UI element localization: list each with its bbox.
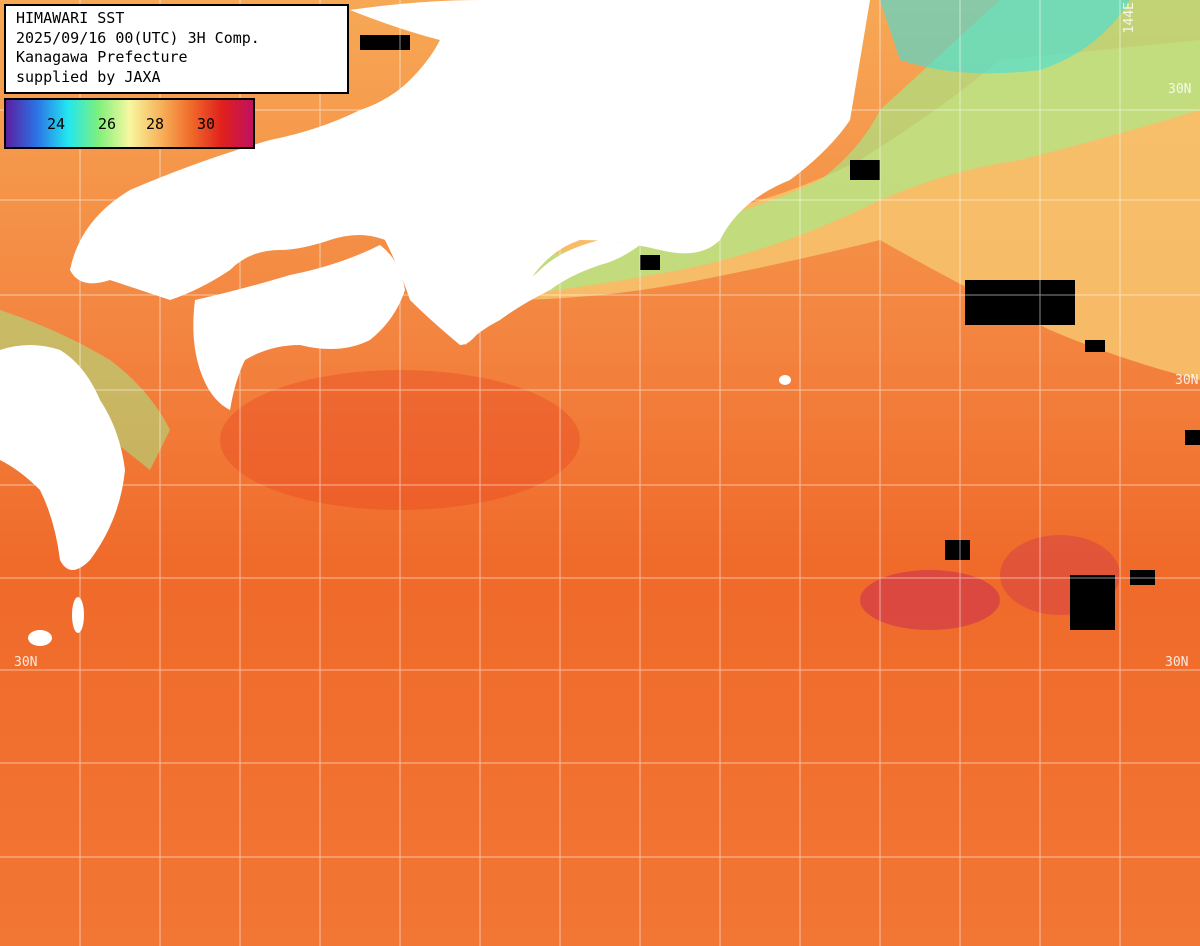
title-line-prefecture: Kanagawa Prefecture bbox=[16, 48, 188, 66]
color-scale-legend: 24 26 28 30 bbox=[4, 98, 255, 149]
lon-label-top-1: 14E bbox=[484, 6, 499, 30]
land bbox=[0, 0, 870, 646]
lat-label-30n-upper-right: 30N bbox=[1168, 82, 1192, 97]
warm-patch bbox=[860, 570, 1000, 630]
lat-label-30n-mid-right: 30N bbox=[1175, 373, 1199, 388]
land-kii bbox=[460, 240, 640, 345]
cool-water-coast bbox=[500, 0, 1200, 295]
title-line-product: HIMAWARI SST bbox=[16, 9, 125, 27]
legend-tick: 28 bbox=[146, 115, 165, 133]
land-island bbox=[779, 375, 791, 385]
land-island bbox=[28, 630, 52, 646]
land-island bbox=[72, 597, 84, 633]
land-shikoku bbox=[193, 245, 405, 410]
title-line-datetime: 2025/09/16 00(UTC) 3H Comp. bbox=[16, 28, 260, 47]
title-line-supplier: supplied by JAXA bbox=[16, 67, 161, 86]
legend-tick: 26 bbox=[98, 115, 117, 133]
lat-label-30n-right: 30N bbox=[1165, 655, 1189, 670]
land-kyushu bbox=[0, 345, 125, 570]
title-box: HIMAWARI SST 2025/09/16 00(UTC) 3H Comp.… bbox=[4, 4, 349, 94]
land-honshu bbox=[70, 0, 870, 345]
cyan-patch-top bbox=[880, 0, 1130, 74]
legend-tick: 30 bbox=[197, 115, 216, 133]
lon-label-top-2: 144E bbox=[1122, 2, 1137, 34]
lat-label-30n-left: 30N bbox=[14, 655, 38, 670]
legend-tick: 24 bbox=[47, 115, 66, 133]
